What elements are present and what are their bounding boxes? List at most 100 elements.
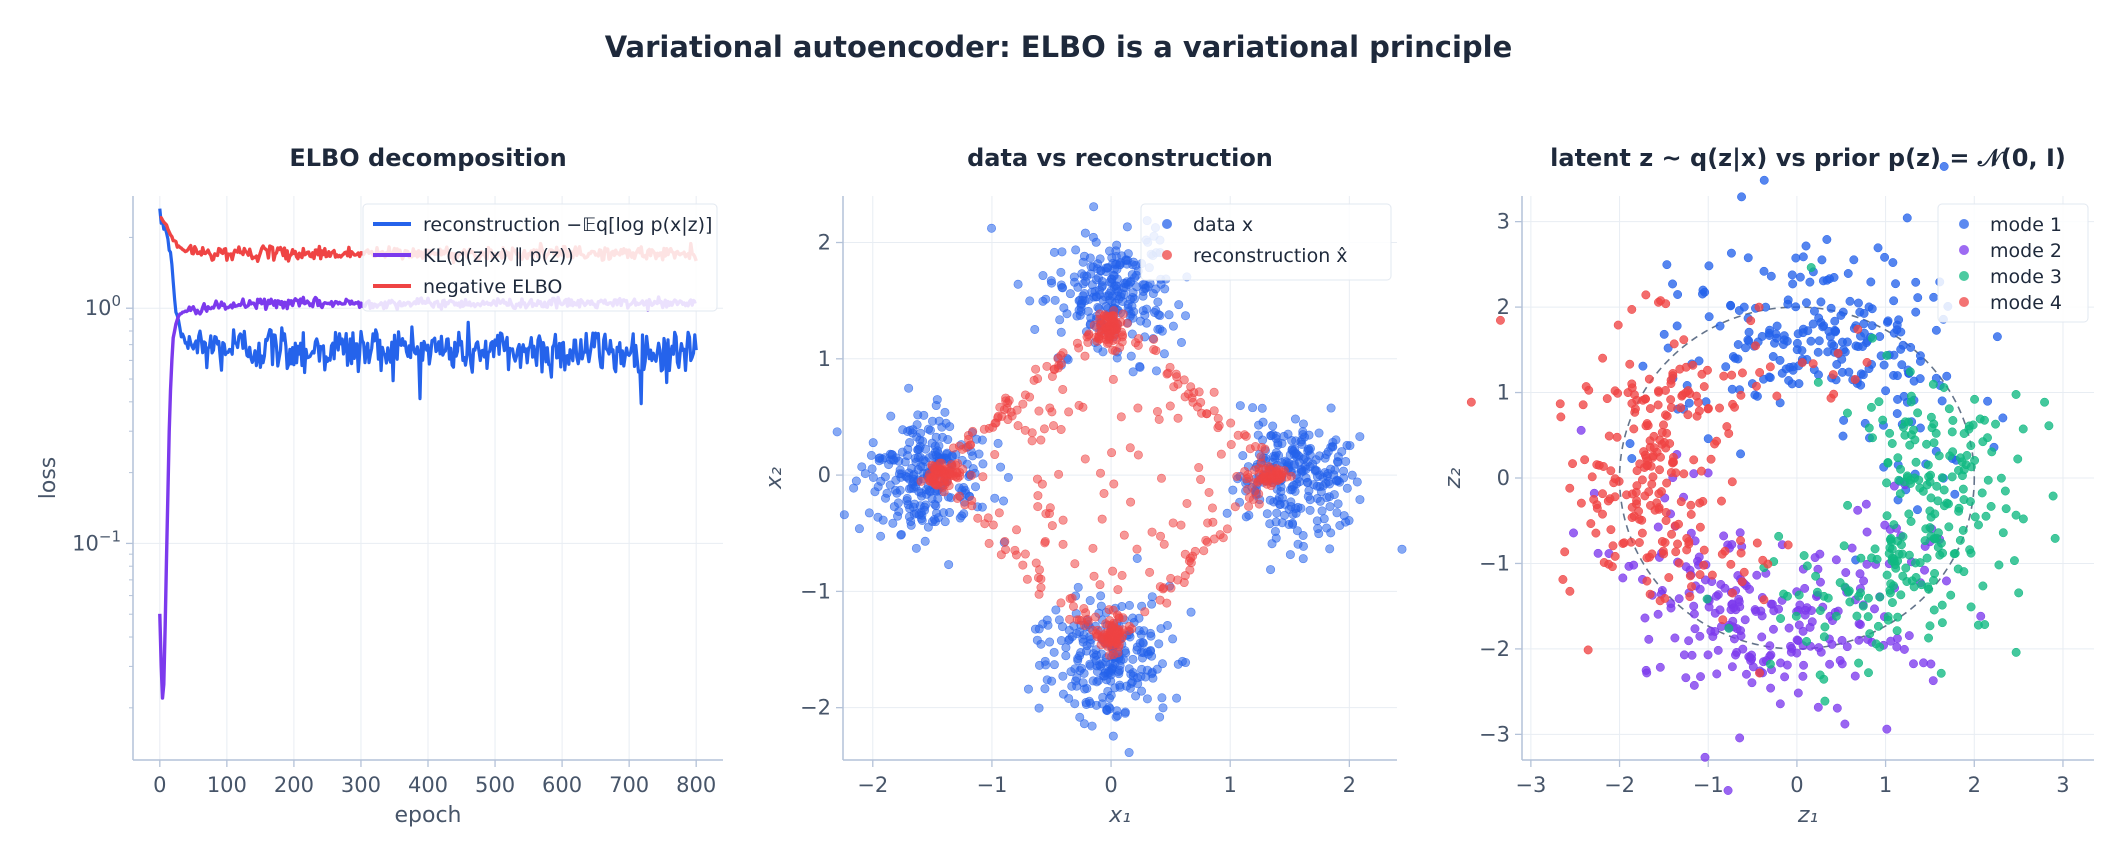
reconstruction-point	[1108, 374, 1118, 384]
legend-marker	[1959, 297, 1969, 307]
reconstruction-point	[1199, 546, 1209, 556]
latent-point	[1794, 620, 1804, 630]
latent-point	[1929, 605, 1939, 615]
latent-point	[1870, 544, 1880, 554]
latent-point	[1873, 243, 1883, 253]
reconstruction-point	[1058, 539, 1068, 549]
latent-point	[1825, 659, 1835, 669]
data-point	[1268, 430, 1278, 440]
data-point	[1290, 414, 1300, 424]
data-point	[1155, 324, 1165, 334]
reconstruction-point	[1080, 454, 1090, 464]
latent-point	[1733, 340, 1743, 349]
latent-point	[1640, 491, 1650, 501]
latent-point	[1653, 609, 1663, 619]
data-point	[1312, 481, 1322, 491]
data-point	[921, 485, 931, 495]
x-tick-label: 1	[1879, 773, 1892, 797]
data-point	[1288, 519, 1298, 529]
latent-point	[1937, 396, 1947, 406]
latent-point	[1931, 325, 1941, 335]
reconstruction-point	[1091, 612, 1101, 622]
data-point	[1131, 691, 1141, 701]
reconstruction-point	[964, 434, 974, 444]
latent-point	[1707, 570, 1717, 580]
reconstruction-point	[1025, 392, 1035, 402]
latent-point	[1783, 540, 1793, 550]
data-point	[1289, 449, 1299, 459]
latent-point	[1822, 275, 1832, 285]
data-point	[1049, 647, 1059, 657]
x-tick-label: 2	[1343, 773, 1356, 797]
latent-point	[1911, 558, 1920, 568]
latent-point	[1766, 683, 1776, 693]
latent-point	[1913, 408, 1923, 418]
latent-point	[1813, 347, 1823, 357]
latent-point	[1820, 696, 1830, 706]
latent-point	[1739, 302, 1749, 312]
legend-label: mode 1	[1990, 214, 2062, 236]
latent-point	[1629, 560, 1639, 570]
data-point	[1186, 607, 1196, 617]
latent-point	[1998, 413, 2008, 423]
reconstruction-point	[1173, 379, 1183, 389]
latent-point	[1913, 293, 1923, 303]
data-point	[1025, 296, 1035, 306]
data-point	[1168, 634, 1178, 644]
latent-point	[1892, 409, 1902, 419]
latent-point	[1858, 370, 1868, 380]
latent-point	[1915, 374, 1925, 384]
latent-point	[1703, 434, 1713, 444]
latent-point	[1659, 420, 1668, 430]
data-point	[868, 438, 878, 448]
data-point	[1023, 684, 1033, 694]
reconstruction-point	[1113, 585, 1123, 595]
latent-point	[1698, 285, 1708, 295]
reconstruction-point	[1173, 413, 1183, 423]
reconstruction-point	[1162, 598, 1172, 608]
data-point	[1042, 675, 1052, 685]
data-point	[1342, 483, 1352, 493]
latent-point	[1695, 522, 1705, 532]
latent-point	[2009, 556, 2019, 566]
latent-point	[1837, 367, 1847, 377]
latent-point	[1873, 621, 1883, 631]
data-point	[1271, 448, 1281, 458]
data-point	[1073, 654, 1083, 664]
reconstruction-point	[1074, 343, 1084, 353]
reconstruction-point	[1216, 449, 1226, 459]
reconstruction-point	[973, 513, 983, 523]
data-point	[957, 511, 967, 521]
reconstruction-point	[1140, 607, 1150, 617]
data-point	[1098, 692, 1108, 702]
data-point	[1097, 281, 1107, 291]
data-point	[1172, 693, 1182, 703]
data-point	[885, 480, 895, 490]
latent-point	[1726, 248, 1736, 258]
latent-point	[1867, 321, 1877, 331]
latent-point	[1696, 672, 1705, 682]
data-point	[1146, 631, 1156, 641]
reconstruction-point	[1045, 403, 1055, 413]
latent-point	[1820, 622, 1830, 632]
latent-point	[1730, 402, 1739, 412]
latent-point	[1715, 321, 1725, 331]
latent-point	[1712, 591, 1721, 601]
reconstruction-point	[1034, 406, 1044, 416]
latent-point	[1882, 511, 1892, 521]
data-point	[1248, 403, 1258, 413]
data-point	[1341, 456, 1351, 466]
data-point	[1244, 510, 1254, 520]
latent-point	[1843, 408, 1852, 418]
latent-point	[1870, 604, 1879, 614]
latent-point	[1608, 541, 1618, 551]
latent-point	[1647, 549, 1657, 559]
latent-point	[1586, 519, 1596, 529]
y-tick-label: −1	[1479, 551, 1510, 575]
latent-point	[1950, 549, 1960, 558]
reconstruction-point	[1147, 527, 1157, 537]
latent-point	[1883, 317, 1892, 327]
latent-point	[1925, 621, 1935, 631]
latent-point	[1593, 548, 1603, 558]
legend-label: negative ELBO	[423, 276, 562, 298]
